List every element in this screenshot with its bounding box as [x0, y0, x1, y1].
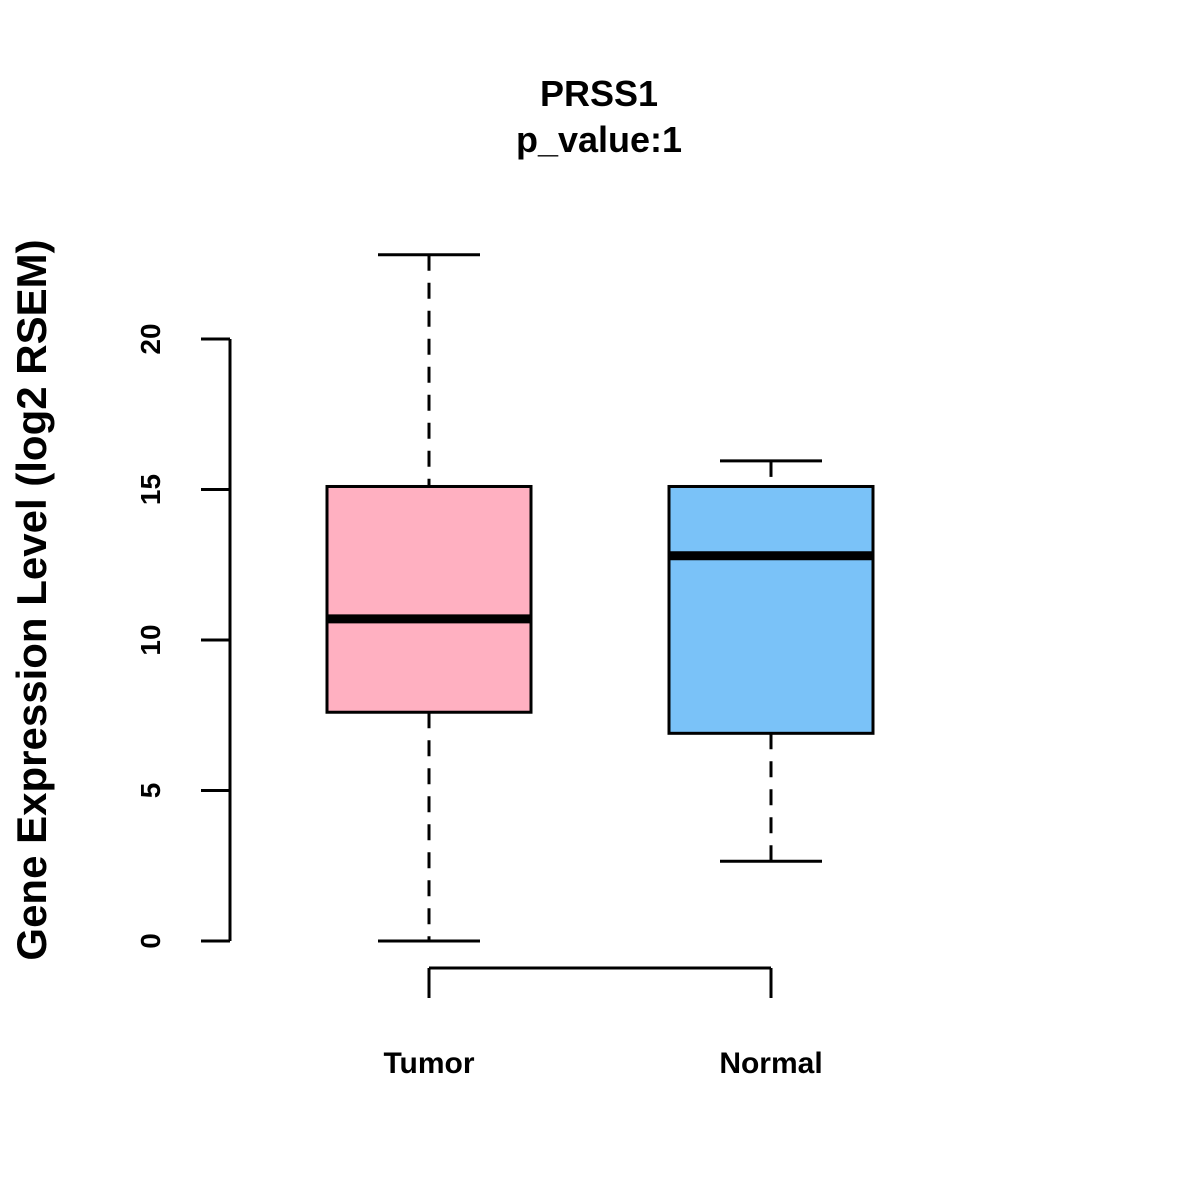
box-normal: [667, 459, 875, 863]
x-axis: [427, 966, 773, 998]
y-tick-label: 10: [135, 624, 166, 655]
y-axis: 0 5 10 15 20: [135, 323, 232, 949]
y-tick-label: 20: [135, 323, 166, 354]
y-tick-label: 5: [135, 783, 166, 799]
category-labels: Tumor Normal: [383, 1047, 822, 1080]
boxes-group: [325, 253, 875, 943]
y-tick-label: 15: [135, 474, 166, 505]
box-rect: [667, 484, 875, 735]
box-rect: [325, 484, 533, 714]
y-axis-label: Gene Expression Level (log2 RSEM): [8, 239, 55, 960]
chart-title: PRSS1: [540, 73, 658, 114]
x-tick-label-normal: Normal: [719, 1047, 822, 1080]
chart-subtitle: p_value:1: [516, 119, 682, 160]
y-tick-label: 0: [135, 933, 166, 949]
x-tick-label-tumor: Tumor: [383, 1047, 474, 1080]
box-tumor: [325, 253, 533, 943]
